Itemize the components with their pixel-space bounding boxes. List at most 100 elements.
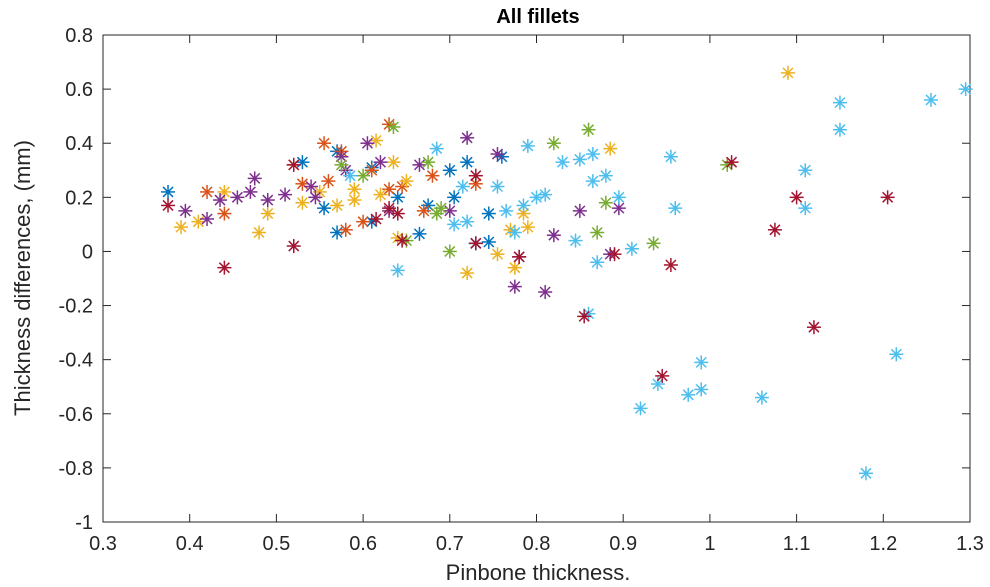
data-point-cyan	[663, 149, 678, 164]
data-point-cyan	[455, 179, 470, 194]
data-point-green	[386, 119, 401, 134]
data-point-cyan	[390, 263, 405, 278]
x-tick-label: 0.7	[436, 533, 464, 555]
data-point-cyan	[507, 225, 522, 240]
x-tick-label: 0.3	[89, 533, 117, 555]
data-point-yellow	[347, 193, 362, 208]
y-tick-label: -0.8	[59, 458, 93, 480]
x-tick-label: 0.9	[609, 533, 637, 555]
data-point-green	[442, 244, 457, 259]
y-tick-label: -1	[75, 512, 93, 534]
data-point-cyan	[568, 233, 583, 248]
y-tick-label: -0.2	[59, 296, 93, 318]
data-point-purple	[278, 187, 293, 202]
data-point-cyan	[555, 155, 570, 170]
data-point-yellow	[217, 184, 232, 199]
data-point-cyan	[832, 122, 847, 137]
data-point-purple	[538, 285, 553, 300]
y-tick-label: 0	[82, 241, 93, 263]
chart-title: All fillets	[496, 6, 579, 28]
data-point-yellow	[373, 187, 388, 202]
data-point-yellow	[460, 266, 475, 281]
data-point-maroon	[217, 260, 232, 275]
data-point-yellow	[330, 198, 345, 213]
data-point-maroon	[724, 155, 739, 170]
data-point-yellow	[507, 260, 522, 275]
data-point-purple	[572, 203, 587, 218]
data-point-maroon	[161, 198, 176, 213]
data-point-green	[434, 201, 449, 216]
data-point-maroon	[468, 236, 483, 251]
data-point-purple	[460, 130, 475, 145]
data-point-maroon	[607, 247, 622, 262]
data-point-cyan	[490, 179, 505, 194]
data-point-orange	[416, 203, 431, 218]
data-point-blue	[442, 163, 457, 178]
data-point-cyan	[798, 201, 813, 216]
data-markers	[161, 65, 973, 481]
x-tick-label: 1.3	[956, 533, 984, 555]
data-point-green	[581, 122, 596, 137]
data-point-purple	[334, 149, 349, 164]
data-point-maroon	[789, 190, 804, 205]
data-point-green	[334, 157, 349, 172]
data-point-maroon	[369, 211, 384, 226]
data-point-green	[356, 168, 371, 183]
data-point-cyan	[668, 201, 683, 216]
data-point-cyan	[858, 466, 873, 481]
data-point-yellow	[252, 225, 267, 240]
data-point-cyan	[832, 95, 847, 110]
data-point-purple	[611, 201, 626, 216]
data-point-green	[590, 225, 605, 240]
data-point-purple	[304, 179, 319, 194]
data-point-cyan	[650, 377, 665, 392]
data-point-cyan	[429, 141, 444, 156]
data-point-cyan	[585, 174, 600, 189]
data-point-cyan	[590, 255, 605, 270]
data-point-cyan	[694, 355, 709, 370]
data-point-maroon	[767, 222, 782, 237]
data-point-green	[546, 136, 561, 151]
data-point-purple	[546, 228, 561, 243]
data-point-maroon	[806, 320, 821, 335]
data-point-purple	[490, 147, 505, 162]
data-point-purple	[178, 203, 193, 218]
data-point-blue	[161, 184, 176, 199]
y-tick-label: 0.8	[65, 25, 93, 47]
data-point-yellow	[295, 195, 310, 210]
data-point-cyan	[798, 163, 813, 178]
data-point-cyan	[889, 347, 904, 362]
data-point-orange	[338, 222, 353, 237]
x-tick-label: 0.8	[523, 533, 551, 555]
data-point-yellow	[386, 155, 401, 170]
data-point-cyan	[633, 401, 648, 416]
data-point-cyan	[958, 82, 973, 97]
data-point-green	[646, 236, 661, 251]
data-point-cyan	[572, 152, 587, 167]
data-point-blue	[460, 155, 475, 170]
x-tick-label: 1.2	[869, 533, 897, 555]
data-point-maroon	[880, 190, 895, 205]
data-point-yellow	[490, 247, 505, 262]
data-point-maroon	[286, 157, 301, 172]
data-point-maroon	[577, 309, 592, 324]
data-point-cyan	[624, 241, 639, 256]
data-point-cyan	[343, 168, 358, 183]
data-point-yellow	[399, 174, 414, 189]
data-point-maroon	[382, 201, 397, 216]
data-point-yellow	[520, 220, 535, 235]
data-point-orange	[425, 168, 440, 183]
data-point-cyan	[516, 198, 531, 213]
data-point-green	[598, 195, 613, 210]
data-point-cyan	[538, 187, 553, 202]
y-tick-label: 0.2	[65, 187, 93, 209]
data-point-orange	[321, 174, 336, 189]
data-point-maroon	[655, 368, 670, 383]
x-tick-label: 0.4	[176, 533, 204, 555]
y-tick-label: 0.4	[65, 133, 93, 155]
data-point-purple	[260, 193, 275, 208]
data-point-yellow	[369, 133, 384, 148]
y-axis: -1 -0.8 -0.6 -0.4 -0.2 0 0.2 0.4 0.6 0.8	[59, 25, 970, 534]
data-point-cyan	[681, 387, 696, 402]
y-tick-label: -0.4	[59, 350, 93, 372]
